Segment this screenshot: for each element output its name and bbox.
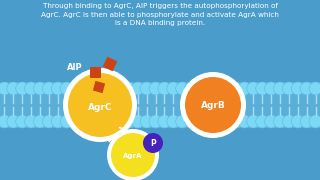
Bar: [93, 81, 105, 93]
Circle shape: [68, 73, 132, 137]
Text: AgrC: AgrC: [88, 102, 112, 111]
Circle shape: [256, 115, 269, 128]
Circle shape: [202, 82, 215, 95]
Circle shape: [180, 72, 246, 138]
Circle shape: [87, 82, 100, 95]
Circle shape: [143, 133, 163, 153]
Circle shape: [34, 82, 46, 95]
Circle shape: [131, 82, 144, 95]
Circle shape: [34, 115, 46, 128]
Circle shape: [309, 82, 320, 95]
Circle shape: [149, 82, 162, 95]
Circle shape: [16, 115, 29, 128]
Circle shape: [202, 115, 215, 128]
Circle shape: [0, 115, 11, 128]
Circle shape: [158, 82, 171, 95]
Circle shape: [87, 115, 100, 128]
Bar: [103, 57, 117, 71]
Circle shape: [256, 82, 269, 95]
Text: AgrA: AgrA: [123, 153, 143, 159]
Circle shape: [122, 115, 135, 128]
Circle shape: [16, 82, 29, 95]
Bar: [90, 66, 100, 78]
Circle shape: [291, 82, 304, 95]
Circle shape: [25, 115, 38, 128]
Circle shape: [291, 115, 304, 128]
Circle shape: [211, 82, 224, 95]
Circle shape: [238, 82, 251, 95]
Circle shape: [176, 82, 189, 95]
Circle shape: [158, 115, 171, 128]
Text: AIP: AIP: [67, 62, 83, 71]
Circle shape: [220, 82, 233, 95]
Circle shape: [167, 82, 180, 95]
Circle shape: [274, 115, 286, 128]
Circle shape: [114, 82, 126, 95]
Circle shape: [60, 115, 73, 128]
Circle shape: [247, 115, 260, 128]
Circle shape: [211, 115, 224, 128]
Circle shape: [63, 68, 137, 142]
Circle shape: [78, 115, 91, 128]
Circle shape: [107, 129, 159, 180]
Circle shape: [7, 82, 20, 95]
Circle shape: [0, 82, 11, 95]
Circle shape: [105, 82, 118, 95]
Circle shape: [51, 115, 64, 128]
Circle shape: [149, 115, 162, 128]
Circle shape: [140, 115, 153, 128]
Circle shape: [69, 82, 82, 95]
Circle shape: [7, 115, 20, 128]
Text: Through binding to AgrC, AIP triggers the autophosphorylation of
AgrC. AgrC is t: Through binding to AgrC, AIP triggers th…: [41, 3, 279, 26]
Circle shape: [78, 82, 91, 95]
Circle shape: [105, 115, 118, 128]
Circle shape: [25, 82, 38, 95]
Circle shape: [185, 77, 241, 133]
Circle shape: [229, 115, 242, 128]
Circle shape: [185, 115, 198, 128]
Circle shape: [265, 115, 278, 128]
Circle shape: [229, 82, 242, 95]
Circle shape: [194, 82, 206, 95]
Circle shape: [300, 115, 313, 128]
Circle shape: [220, 115, 233, 128]
Circle shape: [274, 82, 286, 95]
Circle shape: [176, 115, 189, 128]
Circle shape: [96, 115, 109, 128]
Circle shape: [111, 133, 155, 177]
Text: P: P: [150, 139, 156, 148]
Circle shape: [265, 82, 278, 95]
Circle shape: [69, 115, 82, 128]
Circle shape: [42, 115, 55, 128]
Circle shape: [96, 82, 109, 95]
Circle shape: [140, 82, 153, 95]
Circle shape: [300, 82, 313, 95]
Circle shape: [114, 115, 126, 128]
Text: AgrB: AgrB: [201, 102, 225, 111]
Circle shape: [60, 82, 73, 95]
Circle shape: [42, 82, 55, 95]
Circle shape: [282, 115, 295, 128]
Circle shape: [309, 115, 320, 128]
Circle shape: [238, 115, 251, 128]
Circle shape: [167, 115, 180, 128]
Circle shape: [122, 82, 135, 95]
Circle shape: [247, 82, 260, 95]
Circle shape: [194, 115, 206, 128]
Circle shape: [185, 82, 198, 95]
Circle shape: [131, 115, 144, 128]
Circle shape: [282, 82, 295, 95]
Bar: [0, 82, 320, 128]
Circle shape: [51, 82, 64, 95]
